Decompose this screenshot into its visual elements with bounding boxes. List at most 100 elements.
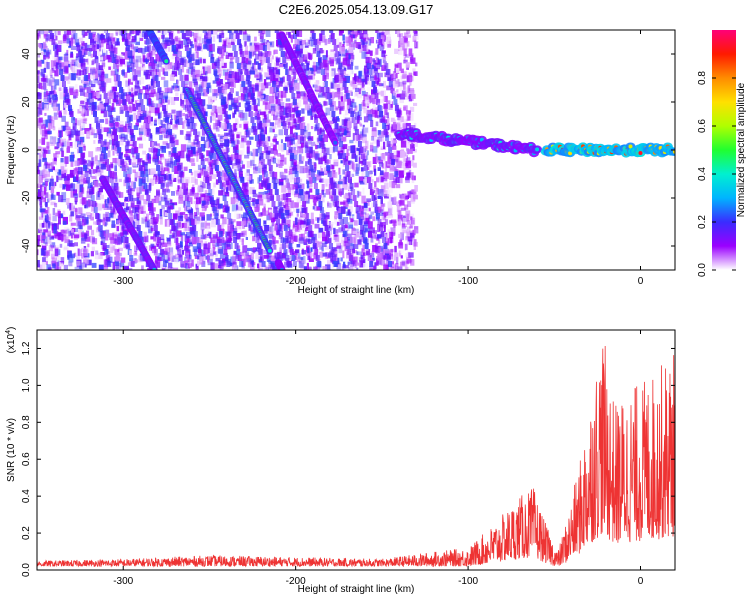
- heatmap-cells: [178, 196, 184, 204]
- heatmap-cells: [240, 214, 244, 218]
- heatmap-cells: [334, 91, 341, 98]
- heatmap-cells: [135, 48, 139, 52]
- heatmap-cells: [341, 136, 347, 142]
- heatmap-cells: [274, 134, 278, 138]
- heatmap-cells: [294, 202, 299, 208]
- heatmap-cells: [379, 162, 383, 167]
- heatmap-cells: [378, 189, 384, 197]
- heatmap-cells: [337, 181, 343, 185]
- heatmap-cells: [57, 260, 60, 267]
- heatmap-cells: [181, 249, 185, 255]
- heatmap-cells: [190, 171, 194, 176]
- heatmap-cells: [133, 213, 138, 219]
- heatmap-cells: [264, 126, 267, 135]
- heatmap-cells: [262, 194, 267, 200]
- heatmap-cells: [398, 218, 402, 225]
- heatmap-cells: [367, 87, 371, 92]
- heatmap-cells: [125, 244, 130, 248]
- heatmap-cells: [224, 132, 229, 137]
- heatmap-cells: [215, 219, 220, 225]
- heatmap-cells: [71, 117, 76, 123]
- heatmap-cells: [197, 173, 202, 178]
- heatmap-cells: [210, 219, 217, 228]
- heatmap-cells: [201, 69, 204, 74]
- heatmap-cells: [198, 99, 203, 105]
- heatmap-cells: [145, 92, 148, 100]
- heatmap-cells: [177, 44, 182, 49]
- heatmap-cells: [73, 170, 77, 175]
- heatmap-cells: [329, 51, 334, 58]
- heatmap-cells: [262, 101, 268, 105]
- heatmap-cells: [74, 160, 80, 167]
- heatmap-cells: [230, 242, 233, 249]
- heatmap-cells: [178, 117, 183, 125]
- heatmap-cells: [127, 51, 132, 57]
- heatmap-cells: [48, 122, 53, 130]
- heatmap-cells: [186, 69, 189, 74]
- heatmap-cells: [74, 84, 78, 90]
- heatmap-cells: [58, 176, 63, 181]
- heatmap-cells: [171, 174, 175, 180]
- heatmap-cells: [301, 156, 305, 161]
- heatmap-cells: [303, 97, 309, 105]
- heatmap-cells: [224, 139, 229, 147]
- heatmap-cells: [250, 253, 254, 260]
- heatmap-cells: [363, 207, 369, 213]
- heatmap-cells: [195, 59, 200, 66]
- heatmap-cells: [409, 106, 415, 112]
- heatmap-cells: [96, 161, 100, 166]
- heatmap-cells: [84, 82, 89, 87]
- heatmap-cells: [244, 93, 249, 99]
- heatmap-cells: [255, 148, 259, 157]
- heatmap-cells: [174, 87, 179, 92]
- heatmap-cells: [287, 81, 292, 86]
- heatmap-cells: [265, 153, 270, 159]
- heatmap-cells: [45, 257, 50, 262]
- heatmap-cells: [70, 59, 76, 64]
- heatmap-cells: [285, 193, 291, 197]
- heatmap-cells: [190, 117, 195, 123]
- heatmap-cells: [407, 116, 411, 121]
- heatmap-cells: [383, 211, 389, 216]
- heatmap-cells: [280, 102, 285, 106]
- heatmap-cells: [225, 51, 229, 56]
- heatmap-cells: [186, 131, 192, 137]
- heatmap-cells: [37, 92, 42, 100]
- heatmap-cells: [56, 143, 61, 148]
- heatmap-cells: [171, 252, 174, 256]
- heatmap-cells: [214, 75, 219, 81]
- heatmap-cells: [383, 190, 388, 196]
- heatmap-cells: [363, 263, 368, 270]
- heatmap-cells: [253, 105, 258, 111]
- heatmap-cells: [384, 219, 388, 225]
- heatmap-cells: [71, 203, 74, 212]
- heatmap-cells: [279, 231, 283, 237]
- heatmap-cells: [396, 201, 402, 207]
- heatmap-cells: [132, 159, 138, 167]
- heatmap-cells: [107, 197, 110, 204]
- heatmap-cells: [402, 229, 408, 234]
- heatmap-cells: [148, 51, 153, 57]
- heatmap-cells: [393, 81, 396, 89]
- heatmap-cells: [129, 255, 134, 261]
- heatmap-cells: [161, 255, 166, 261]
- heatmap-cells: [376, 177, 380, 183]
- heatmap-cells: [38, 175, 43, 183]
- heatmap-cells: [69, 243, 75, 247]
- heatmap-cells: [248, 60, 252, 64]
- heatmap-cells: [400, 140, 407, 148]
- heatmap-cells: [260, 255, 264, 261]
- heatmap-cells: [312, 61, 316, 70]
- heatmap-cells: [191, 123, 196, 129]
- heatmap-cells: [177, 53, 181, 61]
- heatmap-cells: [246, 256, 250, 261]
- heatmap-cells: [280, 154, 285, 162]
- heatmap-cells: [353, 40, 357, 48]
- heatmap-cells: [95, 213, 100, 219]
- heatmap-cells: [415, 62, 418, 67]
- heatmap-cells: [399, 150, 405, 158]
- heatmap-cells: [40, 208, 46, 213]
- heatmap-cells: [188, 263, 192, 268]
- heatmap-cells: [56, 142, 60, 148]
- heatmap-cells: [117, 81, 122, 87]
